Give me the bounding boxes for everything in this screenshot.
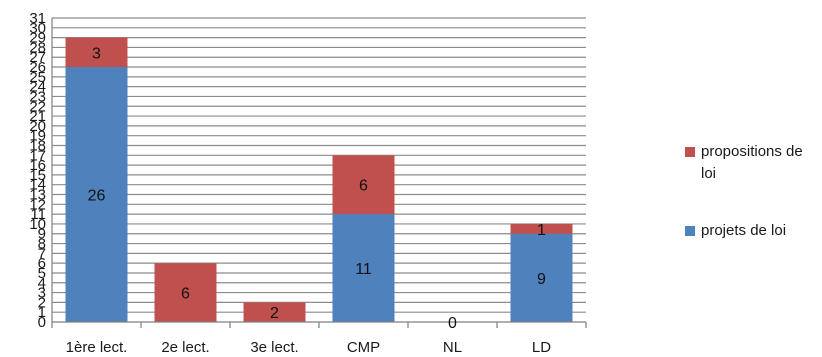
y-tick-label: 16 [29, 157, 46, 174]
y-tick-label: 23 [29, 88, 46, 105]
y-tick-label: 29 [29, 30, 46, 47]
bar-segment [154, 263, 217, 322]
y-tick-label: 20 [29, 118, 46, 135]
y-tick-label: 15 [29, 167, 46, 184]
data-label: 2 [270, 305, 279, 322]
y-tick-label: 28 [29, 39, 46, 56]
y-tick-label: 1 [38, 304, 46, 321]
x-tick-label: NL [443, 339, 462, 356]
y-tick-label: 13 [29, 187, 46, 204]
legend-label: loi [701, 165, 716, 182]
y-tick-label: 2 [38, 294, 46, 311]
bar-segment [510, 223, 573, 234]
data-label: 1 [537, 222, 546, 239]
bar-segment [332, 155, 395, 215]
y-tick-label: 19 [29, 128, 46, 145]
y-tick-label: 31 [29, 10, 46, 27]
y-tick-label: 4 [38, 275, 46, 292]
x-tick-label: CMP [347, 339, 380, 356]
y-tick-label: 10 [29, 216, 46, 233]
bar-segment [243, 302, 306, 322]
x-tick-label: LD [532, 339, 551, 356]
data-label: 9 [537, 271, 546, 288]
legend-swatch [685, 147, 695, 157]
y-tick-label: 3 [38, 285, 46, 302]
y-tick-label: 5 [38, 265, 46, 282]
x-tick-label: 1ère lect. [66, 339, 128, 356]
bar-segment [332, 214, 395, 322]
x-tick-label: 3e lect. [250, 339, 298, 356]
y-tick-label: 22 [29, 98, 46, 115]
data-label: 0 [448, 315, 457, 332]
bar-segment [65, 37, 128, 68]
y-tick-label: 14 [29, 177, 46, 194]
legend: propositions de loi projets de loi [685, 143, 803, 239]
data-label: 6 [181, 286, 190, 303]
bar-segment [65, 67, 128, 322]
y-tick-label: 24 [29, 79, 46, 96]
data-labels: 26 3 6 2 11 6 0 9 1 [88, 45, 546, 332]
y-tick-label: 9 [38, 226, 46, 243]
gridlines [52, 17, 586, 313]
y-tick-label: 8 [38, 236, 46, 253]
data-label: 26 [88, 188, 106, 205]
y-tick-label: 12 [29, 196, 46, 213]
y-tick-label: 6 [38, 255, 46, 272]
data-label: 3 [92, 45, 101, 62]
y-tick-label: 0 [38, 314, 46, 331]
y-tick-label: 18 [29, 137, 46, 154]
y-tick-label: 27 [29, 49, 46, 66]
y-tick-label: 11 [30, 206, 46, 223]
y-tick-label: 17 [29, 147, 46, 164]
bar-segment [510, 233, 573, 322]
legend-label: projets de loi [701, 222, 786, 239]
data-label: 11 [355, 261, 372, 278]
axes: 0123456789101112131415161718192021222324… [29, 10, 587, 356]
legend-swatch [685, 226, 695, 236]
x-tick-label: 2e lect. [161, 339, 209, 356]
y-tick-label: 21 [29, 108, 46, 125]
y-tick-label: 30 [29, 20, 46, 37]
data-label: 6 [359, 178, 368, 195]
legend-label: propositions de [701, 143, 803, 160]
y-tick-label: 26 [29, 59, 46, 76]
y-tick-label: 25 [29, 69, 46, 86]
y-tick-label: 7 [38, 245, 46, 262]
bars [65, 37, 573, 322]
